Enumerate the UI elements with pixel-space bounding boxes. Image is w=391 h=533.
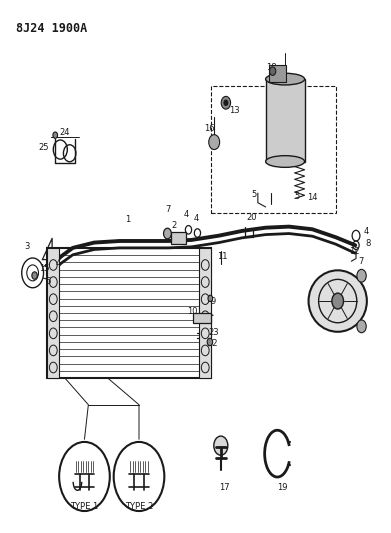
- Text: 12: 12: [349, 247, 360, 256]
- Text: 4: 4: [183, 210, 188, 219]
- Circle shape: [163, 228, 171, 239]
- Text: 4: 4: [56, 260, 61, 268]
- Text: 20: 20: [247, 213, 257, 222]
- Text: 13: 13: [229, 106, 240, 115]
- Text: 2: 2: [171, 221, 177, 230]
- Text: 22: 22: [208, 339, 218, 348]
- Bar: [199, 248, 211, 378]
- Text: 17: 17: [219, 482, 230, 491]
- Text: 25: 25: [38, 143, 49, 152]
- Circle shape: [208, 295, 213, 302]
- Text: 8J24 1900A: 8J24 1900A: [16, 22, 88, 35]
- Bar: [47, 248, 211, 378]
- Text: 16: 16: [204, 124, 214, 133]
- Text: TYPE 1: TYPE 1: [70, 502, 99, 511]
- Text: 1: 1: [125, 215, 130, 224]
- Circle shape: [332, 293, 344, 309]
- Bar: [211, 86, 336, 213]
- Text: 4: 4: [363, 228, 368, 237]
- Text: 5: 5: [294, 192, 300, 201]
- Text: 11: 11: [217, 253, 227, 261]
- Text: 19: 19: [277, 482, 287, 491]
- Bar: [265, 79, 305, 161]
- Circle shape: [214, 436, 228, 455]
- Text: 18: 18: [266, 63, 277, 71]
- Text: 6: 6: [221, 98, 227, 107]
- Text: 23: 23: [209, 328, 219, 337]
- Text: 15: 15: [39, 264, 50, 272]
- Text: 5: 5: [251, 190, 256, 199]
- Bar: [171, 232, 186, 244]
- Circle shape: [224, 100, 228, 106]
- Text: 4: 4: [194, 214, 199, 223]
- Bar: [269, 64, 286, 82]
- Text: 7: 7: [165, 205, 171, 214]
- Text: 7: 7: [359, 257, 364, 265]
- Circle shape: [357, 269, 366, 282]
- Text: 14: 14: [307, 193, 317, 202]
- Circle shape: [53, 132, 57, 139]
- Circle shape: [32, 272, 37, 279]
- Text: 9: 9: [210, 296, 216, 305]
- Circle shape: [221, 96, 231, 109]
- Text: TYPE 2: TYPE 2: [125, 502, 153, 511]
- Bar: [47, 248, 59, 378]
- Text: 6: 6: [45, 277, 51, 286]
- Ellipse shape: [308, 270, 367, 332]
- Bar: [193, 313, 212, 323]
- Text: 10: 10: [187, 307, 197, 316]
- Circle shape: [207, 338, 213, 346]
- Circle shape: [357, 320, 366, 333]
- Circle shape: [209, 135, 220, 150]
- Text: 3: 3: [25, 242, 30, 251]
- Ellipse shape: [265, 73, 305, 85]
- Ellipse shape: [265, 156, 305, 167]
- Text: 24: 24: [59, 128, 70, 137]
- Circle shape: [269, 67, 276, 75]
- Text: 8: 8: [365, 239, 370, 248]
